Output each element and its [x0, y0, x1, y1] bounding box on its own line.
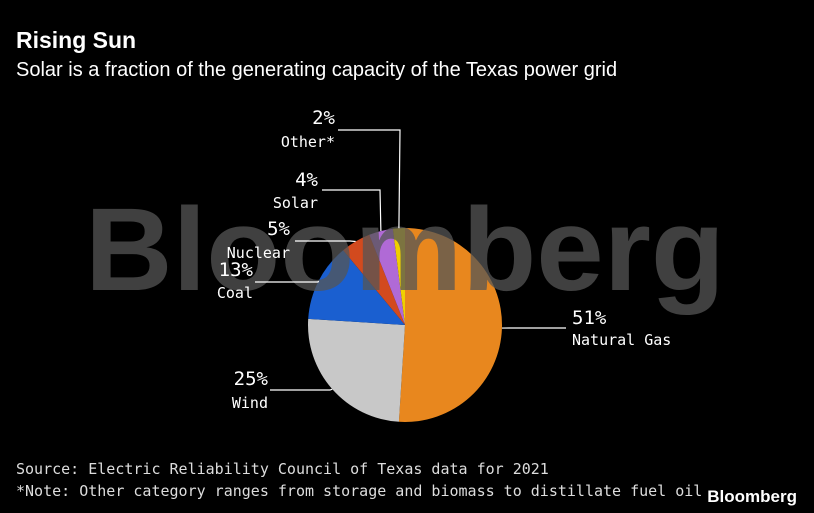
value-label: 5% — [267, 218, 290, 240]
pie-slice — [308, 318, 405, 422]
chart-subtitle: Solar is a fraction of the generating ca… — [16, 59, 617, 81]
pie-slice — [398, 228, 502, 422]
value-label: 51% — [572, 307, 607, 329]
chart-title: Rising Sun — [16, 27, 136, 53]
brand-logo: Bloomberg — [707, 487, 797, 506]
leader-line — [338, 129, 401, 229]
category-label: Solar — [273, 194, 318, 212]
leader-line — [270, 388, 333, 391]
leader-line — [295, 240, 356, 243]
note: *Note: Other category ranges from storag… — [16, 482, 702, 500]
leader-line — [322, 189, 382, 232]
value-label: 25% — [234, 368, 269, 390]
category-label: Other* — [281, 133, 335, 151]
pie — [308, 228, 502, 422]
value-label: 4% — [295, 169, 318, 191]
category-label: Wind — [232, 394, 268, 412]
pie-slice — [392, 228, 405, 325]
pie-slice — [308, 250, 405, 325]
pie-slice — [369, 228, 405, 325]
value-label: 13% — [219, 259, 254, 281]
source: Source: Electric Reliability Council of … — [16, 460, 549, 478]
category-label: Natural Gas — [572, 331, 671, 349]
category-label: Nuclear — [227, 244, 290, 262]
category-label: Coal — [217, 284, 253, 302]
value-label: 2% — [312, 107, 335, 129]
watermark: Bloomberg — [85, 184, 725, 316]
leader-line — [255, 280, 320, 283]
pie-slice — [343, 234, 405, 325]
